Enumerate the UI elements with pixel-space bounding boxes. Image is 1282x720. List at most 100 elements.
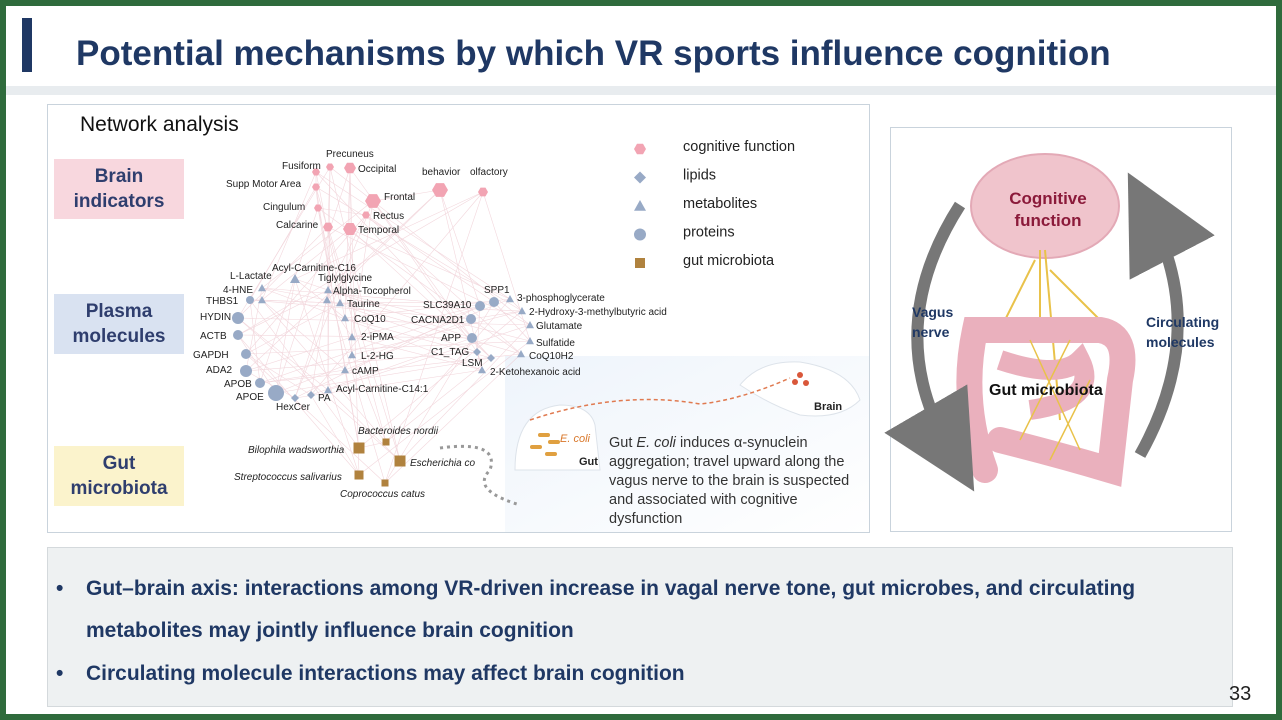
node-label: Streptococcus salivarius [234, 472, 342, 483]
node [258, 296, 266, 304]
group-label: Plasma molecules [54, 294, 184, 354]
edge [327, 324, 531, 391]
aggregate [792, 379, 798, 385]
node [381, 479, 389, 487]
edge [249, 299, 360, 449]
bullet-box: Gut–brain axis: interactions among VR-dr… [47, 547, 1233, 707]
edge [385, 357, 492, 443]
node-label: Precuneus [326, 149, 374, 160]
edge [259, 301, 495, 384]
node-label: Acyl-Carnitine-C16 [272, 263, 356, 274]
node-label: cAMP [352, 366, 379, 377]
node-label: Rectus [373, 211, 404, 222]
node-label: Tiglylglycine [318, 273, 373, 284]
edge [259, 207, 319, 384]
bullet: Circulating molecule interactions may af… [56, 653, 1186, 695]
edge [482, 191, 531, 342]
brain-art [884, 153, 1215, 492]
node [526, 321, 534, 329]
node-label: Bilophila wadsworthia [248, 445, 345, 456]
node [326, 163, 334, 171]
edge [327, 389, 401, 462]
node [323, 296, 331, 304]
node-label: Coprococcus catus [340, 489, 425, 500]
edge [237, 317, 401, 462]
node [473, 348, 481, 356]
slide-title: Potential mechanisms by which VR sports … [76, 34, 1111, 73]
node-label: Fusiform [282, 161, 321, 172]
edge [245, 370, 296, 399]
edge [372, 189, 441, 202]
node [240, 365, 252, 377]
edge [476, 305, 481, 353]
legend-label: lipids [683, 168, 716, 184]
node-label: APOB [224, 379, 252, 390]
node [478, 366, 486, 374]
node-label: Sulfatide [536, 338, 575, 349]
node [432, 183, 448, 197]
node-label: ACTB [200, 331, 227, 342]
node [314, 204, 322, 212]
inset-microbe: E. coli [560, 433, 591, 445]
edge [237, 334, 360, 476]
node-label: HYDIN [200, 312, 231, 323]
edge [339, 302, 522, 355]
edge [329, 166, 401, 462]
node [312, 183, 320, 191]
node-label: Frontal [384, 192, 415, 203]
node-label: C1_TAG [431, 347, 469, 358]
node-label: Bacteroides nordii [358, 426, 439, 437]
node [635, 258, 645, 268]
inset-caption: Gut E. coli induces α-synuclein aggregat… [609, 434, 867, 529]
gut-brain-panel [890, 127, 1232, 532]
edge [315, 171, 511, 300]
panel-title: Network analysis [80, 113, 239, 136]
edge [384, 301, 495, 484]
bullet: Gut–brain axis: interactions among VR-dr… [56, 568, 1186, 652]
node-label: Calcarine [276, 220, 319, 231]
edge [237, 317, 531, 326]
node [365, 194, 381, 208]
edge [327, 226, 531, 326]
edge [237, 166, 331, 319]
node-label: ADA2 [206, 365, 233, 376]
circulating-label: Circulating molecules [1146, 314, 1220, 350]
edge [245, 351, 478, 372]
bacterium [530, 445, 542, 449]
page-number: 33 [1229, 683, 1252, 705]
node-label: 2-iPMA [361, 332, 394, 343]
edge [315, 186, 523, 312]
node-label: CACNA2D1 [411, 315, 465, 326]
node [336, 299, 344, 307]
edge [344, 318, 472, 371]
edge [245, 340, 531, 355]
edge [326, 299, 353, 338]
edge [259, 353, 522, 384]
edge [294, 299, 328, 399]
node [324, 286, 332, 294]
brain-shape [739, 361, 861, 417]
node [394, 455, 406, 467]
edge [294, 305, 481, 399]
node-label: L-Lactate [230, 271, 272, 282]
edge [315, 171, 492, 359]
node-label: THBS1 [206, 296, 239, 307]
legend-label: gut microbiota [683, 253, 775, 269]
edge [245, 214, 367, 355]
node-label: SPP1 [484, 285, 510, 296]
edge [358, 340, 531, 476]
node [506, 295, 514, 303]
node [362, 211, 370, 219]
edge [245, 189, 441, 372]
edge [470, 318, 522, 355]
node-label: PA [318, 393, 331, 404]
edge [294, 369, 483, 399]
node [634, 171, 646, 184]
edge [493, 301, 531, 342]
node [382, 438, 390, 446]
edge [439, 189, 481, 307]
node [354, 470, 364, 480]
node-label: Taurine [347, 299, 380, 310]
node [353, 442, 365, 454]
